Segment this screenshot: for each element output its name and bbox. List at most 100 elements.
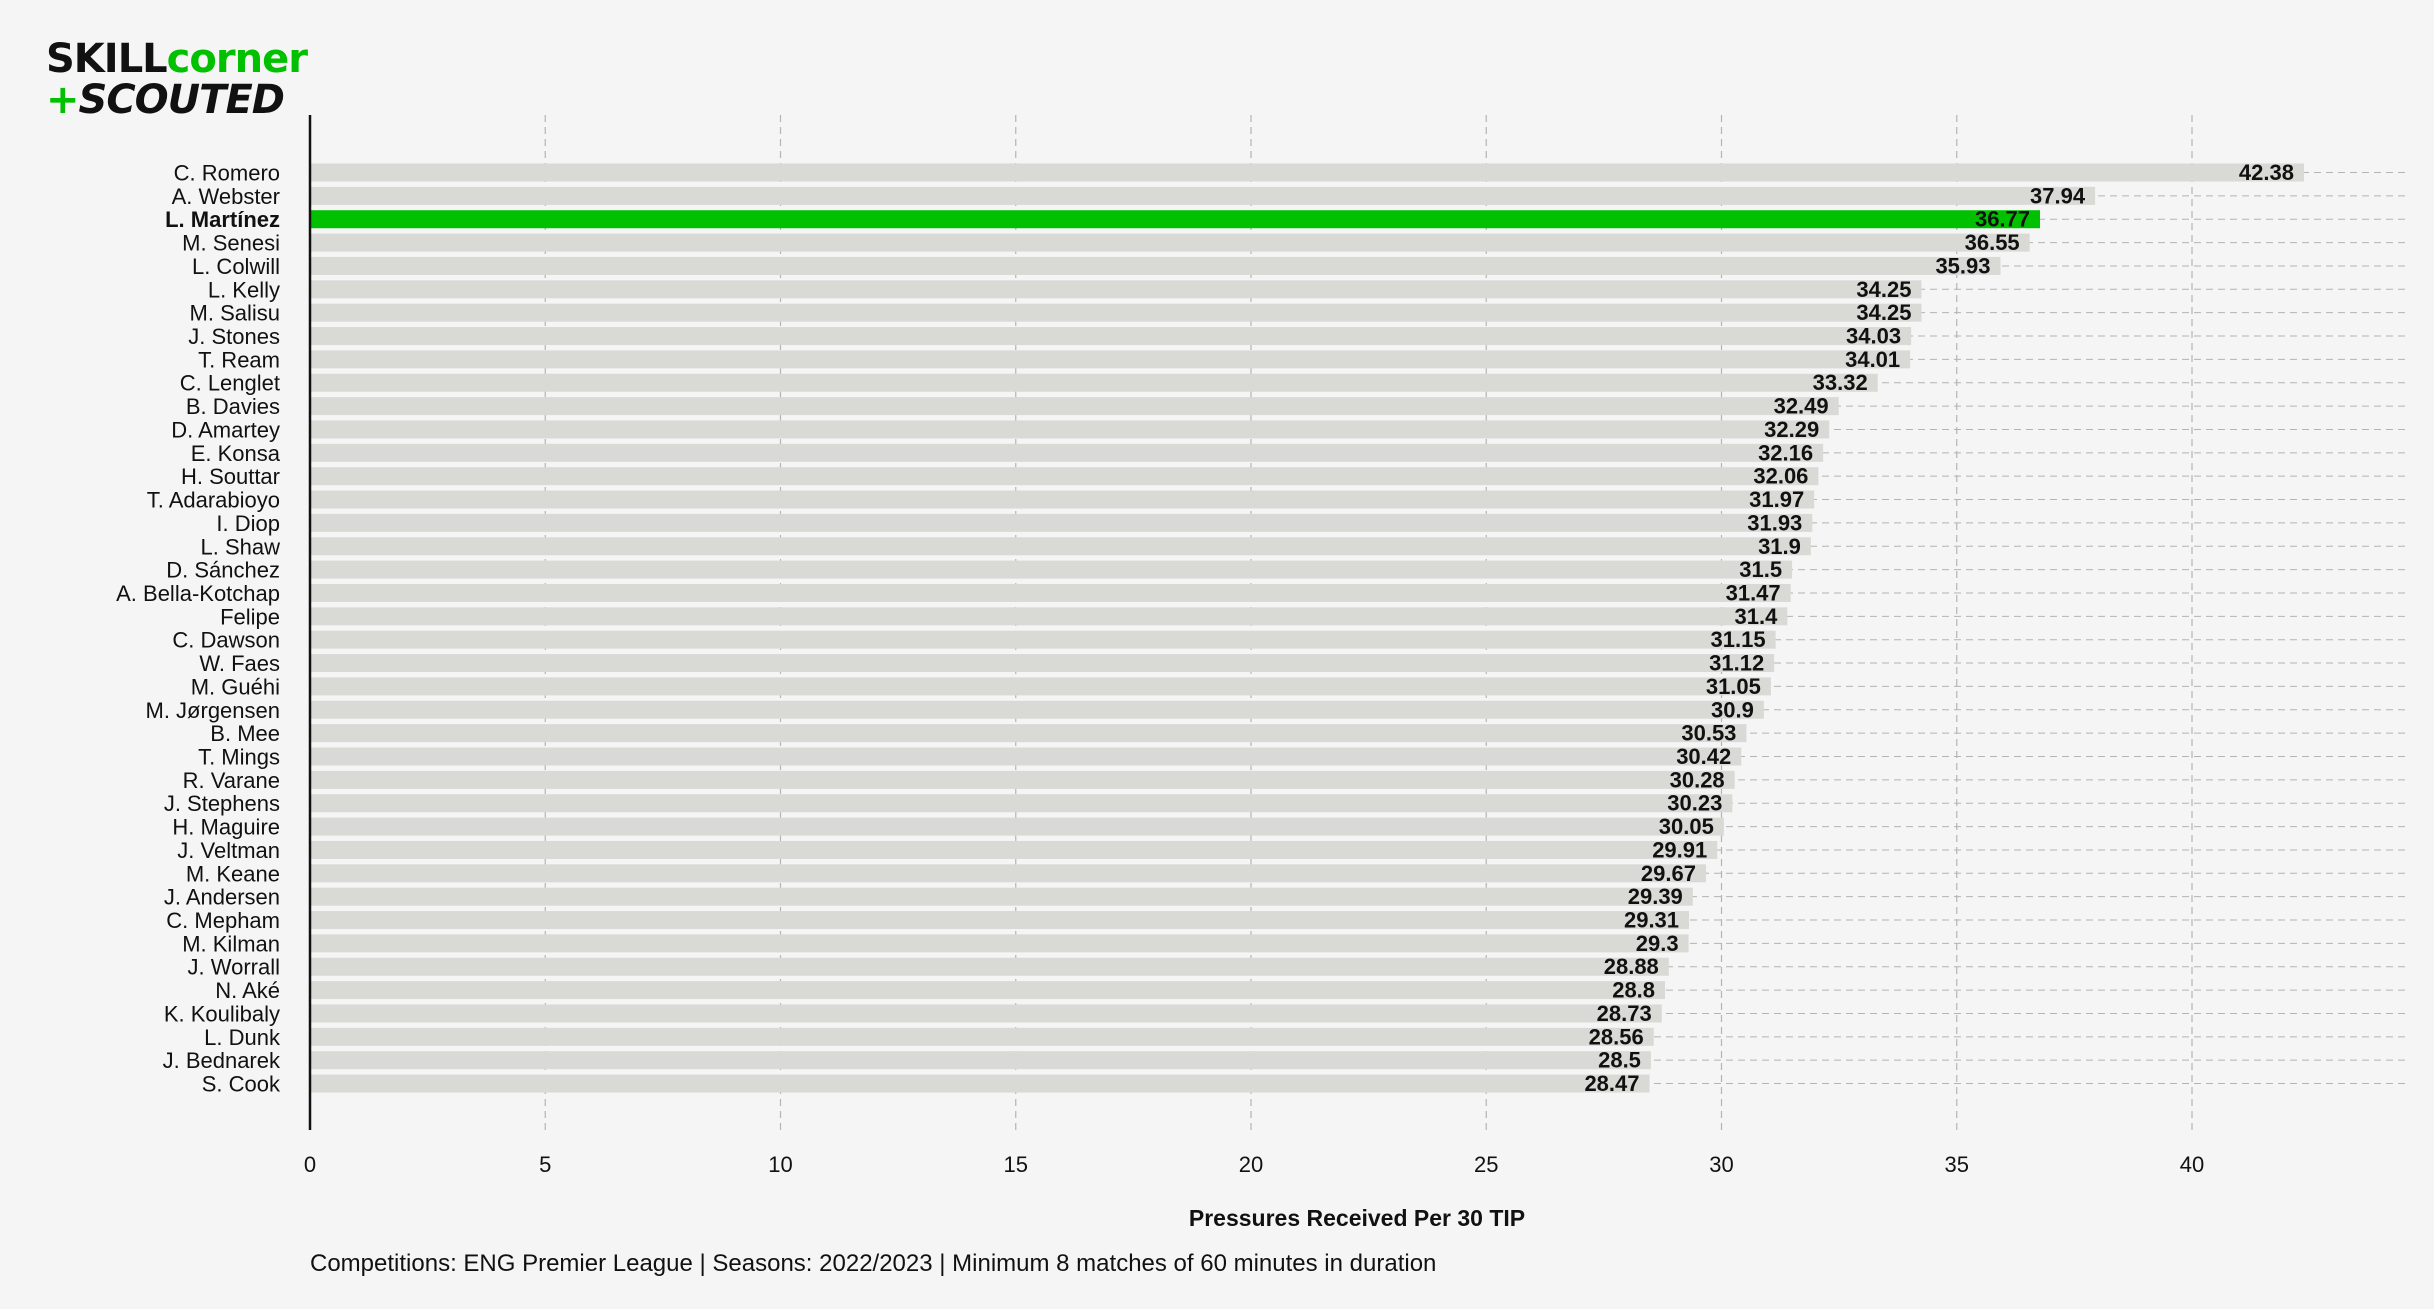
category-label: S. Cook xyxy=(202,1072,281,1097)
bar-value-label: 30.05 xyxy=(1659,814,1714,839)
bar xyxy=(310,186,2096,205)
bar-value-label: 34.25 xyxy=(1856,277,1911,302)
bar xyxy=(310,981,1666,1000)
category-label: A. Webster xyxy=(172,184,280,209)
x-tick-label: 20 xyxy=(1239,1152,1263,1177)
bar-value-label: 30.42 xyxy=(1676,744,1731,769)
skillcorner-scouted-logo: SKILLcorner +SCOUTED xyxy=(46,36,308,123)
category-label: D. Sánchez xyxy=(166,558,280,583)
bar-value-label: 29.67 xyxy=(1641,861,1696,886)
bar xyxy=(310,654,1775,673)
bar-value-label: 30.53 xyxy=(1681,721,1736,746)
bar xyxy=(310,957,1669,976)
x-tick-label: 10 xyxy=(768,1152,792,1177)
category-label: L. Dunk xyxy=(204,1025,281,1050)
bar xyxy=(310,794,1733,813)
x-tick-label: 25 xyxy=(1474,1152,1498,1177)
bar xyxy=(310,840,1718,859)
bar-value-label: 32.16 xyxy=(1758,440,1813,465)
category-label: W. Faes xyxy=(199,651,280,676)
bar-value-label: 31.4 xyxy=(1735,604,1779,629)
bar-value-label: 29.39 xyxy=(1628,884,1683,909)
bar xyxy=(310,887,1693,906)
bar-value-label: 30.28 xyxy=(1670,767,1725,792)
chart-value-labels: 42.3837.9436.7736.5535.9334.2534.2534.03… xyxy=(1584,160,2294,1096)
bar-value-label: 29.31 xyxy=(1624,908,1679,933)
bar-value-label: 28.8 xyxy=(1612,978,1655,1003)
category-label: T. Ream xyxy=(198,347,280,372)
category-label: J. Stephens xyxy=(164,791,280,816)
x-tick-label: 40 xyxy=(2180,1152,2204,1177)
chart-x-ticks: 0 5 10 15 20 25 30 35 40 xyxy=(304,1152,2204,1177)
logo-word-scouted: SCOUTED xyxy=(78,77,285,123)
bar xyxy=(310,700,1764,719)
bar-value-label: 31.15 xyxy=(1711,627,1766,652)
bar-value-label: 36.77 xyxy=(1975,207,2030,232)
category-label: K. Koulibaly xyxy=(164,1001,280,1026)
category-label: J. Worrall xyxy=(188,955,281,980)
x-tick-label: 5 xyxy=(539,1152,551,1177)
bar xyxy=(310,327,1912,346)
x-tick-label: 30 xyxy=(1709,1152,1733,1177)
bar-value-label: 34.01 xyxy=(1845,347,1900,372)
chart-bars xyxy=(310,163,2304,1093)
category-label: M. Guéhi xyxy=(191,674,280,699)
bar-value-label: 34.25 xyxy=(1856,300,1911,325)
bar-value-label: 31.5 xyxy=(1739,557,1782,582)
category-label: J. Bednarek xyxy=(163,1048,281,1073)
bar xyxy=(310,677,1771,696)
category-label: B. Davies xyxy=(186,394,280,419)
category-label: H. Maguire xyxy=(172,815,280,840)
bar xyxy=(310,303,1922,322)
bar xyxy=(310,280,1922,299)
bar-value-label: 33.32 xyxy=(1813,370,1868,395)
bar xyxy=(310,1051,1651,1070)
x-tick-label: 35 xyxy=(1945,1152,1969,1177)
logo-plus: + xyxy=(46,77,80,123)
bar-value-label: 30.9 xyxy=(1711,697,1754,722)
bar-value-label: 31.12 xyxy=(1709,651,1764,676)
bar xyxy=(310,163,2304,182)
category-label: T. Adarabioyo xyxy=(147,488,280,513)
category-label: E. Konsa xyxy=(191,441,281,466)
bar xyxy=(310,490,1815,509)
bar-value-label: 28.5 xyxy=(1598,1048,1641,1073)
logo-word-corner: corner xyxy=(166,36,308,82)
bar xyxy=(310,1004,1662,1023)
category-label: L. Shaw xyxy=(201,534,281,559)
x-tick-label: 15 xyxy=(1004,1152,1028,1177)
bar-value-label: 31.97 xyxy=(1749,487,1804,512)
bar xyxy=(310,747,1742,766)
bar xyxy=(310,397,1839,416)
category-label: C. Dawson xyxy=(172,628,280,653)
bar-value-label: 30.23 xyxy=(1667,791,1722,816)
bar xyxy=(310,864,1706,883)
category-label: M. Senesi xyxy=(182,231,280,256)
category-label: M. Jørgensen xyxy=(146,698,281,723)
bar-value-label: 32.29 xyxy=(1764,417,1819,442)
bar xyxy=(310,630,1776,649)
bar-value-label: 28.88 xyxy=(1604,954,1659,979)
bar xyxy=(310,467,1819,486)
bar-value-label: 35.93 xyxy=(1935,253,1990,278)
bar-value-label: 42.38 xyxy=(2239,160,2294,185)
category-label: C. Mepham xyxy=(166,908,280,933)
bar xyxy=(310,607,1788,626)
bar-value-label: 29.91 xyxy=(1652,837,1707,862)
bar-value-label: 31.05 xyxy=(1706,674,1761,699)
category-label: D. Amartey xyxy=(171,417,280,442)
bar xyxy=(310,770,1735,789)
logo-word-skill: SKILL xyxy=(46,36,168,82)
bar xyxy=(310,443,1824,462)
bar xyxy=(310,420,1830,439)
logo-line-1: SKILLcorner xyxy=(46,36,308,82)
x-axis-label: Pressures Received Per 30 TIP xyxy=(1188,1205,1526,1231)
bar xyxy=(310,1074,1650,1093)
category-label: M. Salisu xyxy=(190,301,280,326)
bar-highlighted xyxy=(310,210,2041,229)
category-label: A. Bella-Kotchap xyxy=(116,581,280,606)
category-label: L. Colwill xyxy=(192,254,280,279)
category-label: H. Souttar xyxy=(181,464,280,489)
